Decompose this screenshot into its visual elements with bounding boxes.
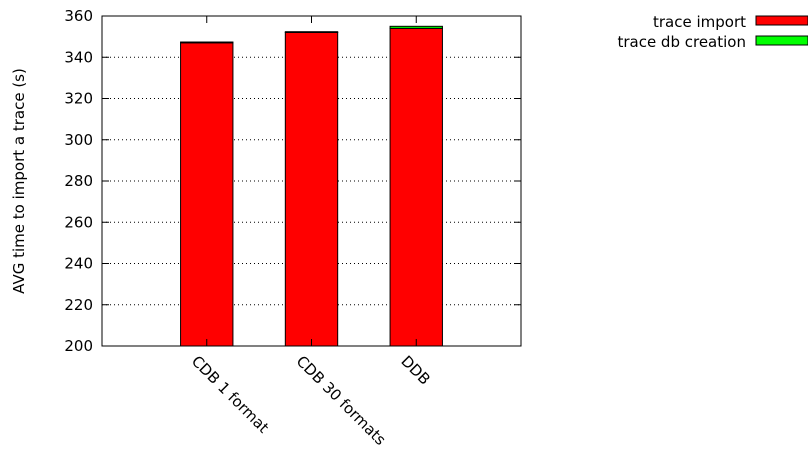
y-tick-label: 200 — [64, 337, 93, 355]
x-tick-label: CDB 1 format — [188, 352, 273, 437]
y-tick-label: 220 — [64, 296, 93, 314]
bar-trace-db-creation — [284, 31, 339, 34]
bar-trace-import — [180, 42, 234, 347]
y-axis-ticks: 200 220 240 260 280 300 320 340 360 — [64, 7, 521, 355]
y-axis-label: AVG time to import a trace (s) — [10, 68, 28, 294]
legend-swatch — [755, 35, 808, 46]
y-tick-label: 360 — [64, 7, 93, 25]
bar-trace-import — [284, 32, 339, 347]
y-tick-label: 280 — [64, 172, 93, 190]
y-tick-label: 260 — [64, 213, 93, 231]
bars — [180, 25, 443, 347]
bar-trace-db-creation — [180, 41, 234, 44]
bar-trace-import — [389, 27, 443, 347]
x-tick-label: DDB — [397, 352, 433, 388]
legend-label: trace db creation — [617, 33, 746, 51]
y-tick-label: 340 — [64, 48, 93, 66]
legend-label: trace import — [653, 13, 746, 31]
legend-swatch — [755, 15, 808, 26]
y-tick-label: 320 — [64, 90, 93, 108]
y-tick-label: 240 — [64, 255, 93, 273]
legend: trace import trace db creation — [617, 13, 808, 51]
x-tick-label: CDB 30 formats — [293, 352, 390, 449]
bar-trace-db-creation — [389, 25, 443, 29]
y-tick-label: 300 — [64, 131, 93, 149]
